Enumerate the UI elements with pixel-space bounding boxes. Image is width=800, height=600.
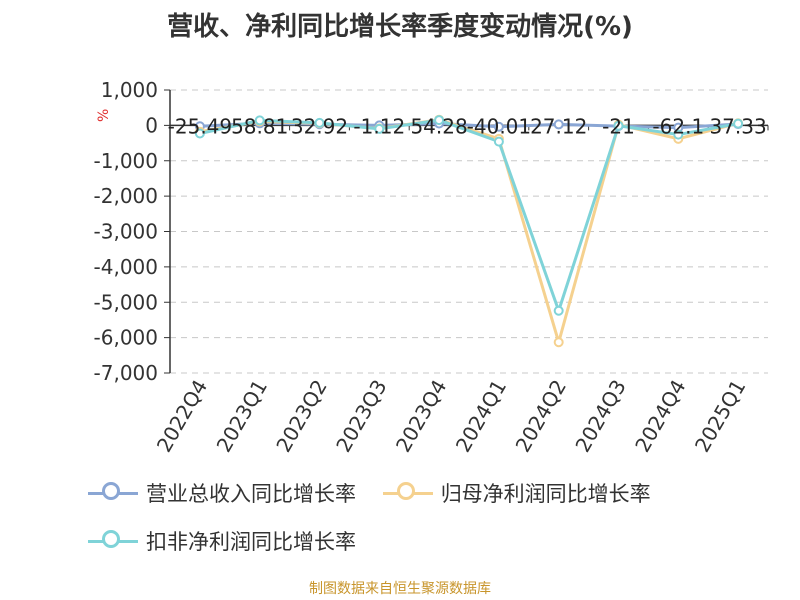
x-tick-label: 2024Q4 [630, 376, 690, 457]
y-tick-label: -2,000 [94, 184, 158, 208]
data-point [194, 128, 205, 139]
legend-item-net-profit[interactable]: 归母净利润同比增长率 [382, 478, 651, 508]
y-tick-label: 1,000 [101, 78, 158, 102]
data-point [434, 115, 445, 126]
legend-marker-icon [88, 529, 138, 553]
data-label: 32.92 [291, 114, 348, 138]
y-tick-label: -3,000 [94, 220, 158, 244]
data-label: -40.01 [467, 114, 531, 138]
x-tick-label: 2024Q1 [451, 376, 511, 457]
data-label: -25.49 [168, 114, 232, 138]
legend: 营业总收入同比增长率 归母净利润同比增长率 扣非净利润同比增长率 [88, 478, 788, 574]
y-tick-label: -7,000 [94, 361, 158, 385]
data-point [254, 115, 265, 126]
x-tick-label: 2023Q3 [331, 376, 391, 457]
data-point [733, 118, 744, 129]
series-line-2 [199, 118, 739, 313]
x-tick-label: 2024Q3 [570, 376, 630, 457]
source-footer: 制图数据来自恒生聚源数据库 [309, 581, 491, 597]
data-point [553, 305, 564, 316]
series-line-1 [199, 118, 739, 344]
legend-item-revenue[interactable]: 营业总收入同比增长率 [88, 478, 356, 508]
x-tick-label: 2024Q2 [511, 376, 571, 457]
data-point [613, 120, 624, 131]
data-label: 54.28 [410, 114, 467, 138]
x-tick-label: 2022Q4 [152, 376, 212, 457]
chart-title: 营收、净利同比增长率季度变动情况(%) [167, 12, 633, 42]
legend-label: 归母净利润同比增长率 [440, 482, 651, 506]
x-tick-label: 2023Q2 [271, 376, 331, 457]
y-tick-label: -6,000 [94, 326, 158, 350]
data-label: 37.33 [709, 114, 766, 138]
data-point [553, 337, 564, 348]
data-point [493, 121, 504, 132]
legend-marker-icon [382, 481, 433, 505]
legend-label: 营业总收入同比增长率 [146, 482, 356, 506]
data-point [374, 123, 385, 134]
legend-label: 扣非净利润同比增长率 [146, 530, 356, 554]
data-point [493, 136, 504, 147]
y-tick-label: 0 [145, 113, 158, 137]
data-label: -62.1 [652, 114, 704, 138]
x-tick-label: 2023Q4 [391, 375, 451, 456]
data-point [553, 119, 564, 130]
data-label: 27.12 [530, 114, 587, 138]
legend-marker-icon [88, 481, 138, 505]
y-tick-label: -4,000 [94, 255, 158, 279]
y-tick-label: -5,000 [94, 290, 158, 314]
data-point [673, 129, 684, 140]
data-label: -1.12 [353, 114, 405, 138]
y-tick-label: -1,000 [94, 149, 158, 173]
data-point [314, 117, 325, 128]
legend-item-deducted-profit[interactable]: 扣非净利润同比增长率 [88, 526, 356, 556]
x-tick-label: 2025Q1 [690, 376, 750, 457]
data-label: 58.81 [231, 114, 288, 138]
x-tick-label: 2023Q1 [212, 376, 272, 457]
data-label: -21 [602, 114, 635, 138]
